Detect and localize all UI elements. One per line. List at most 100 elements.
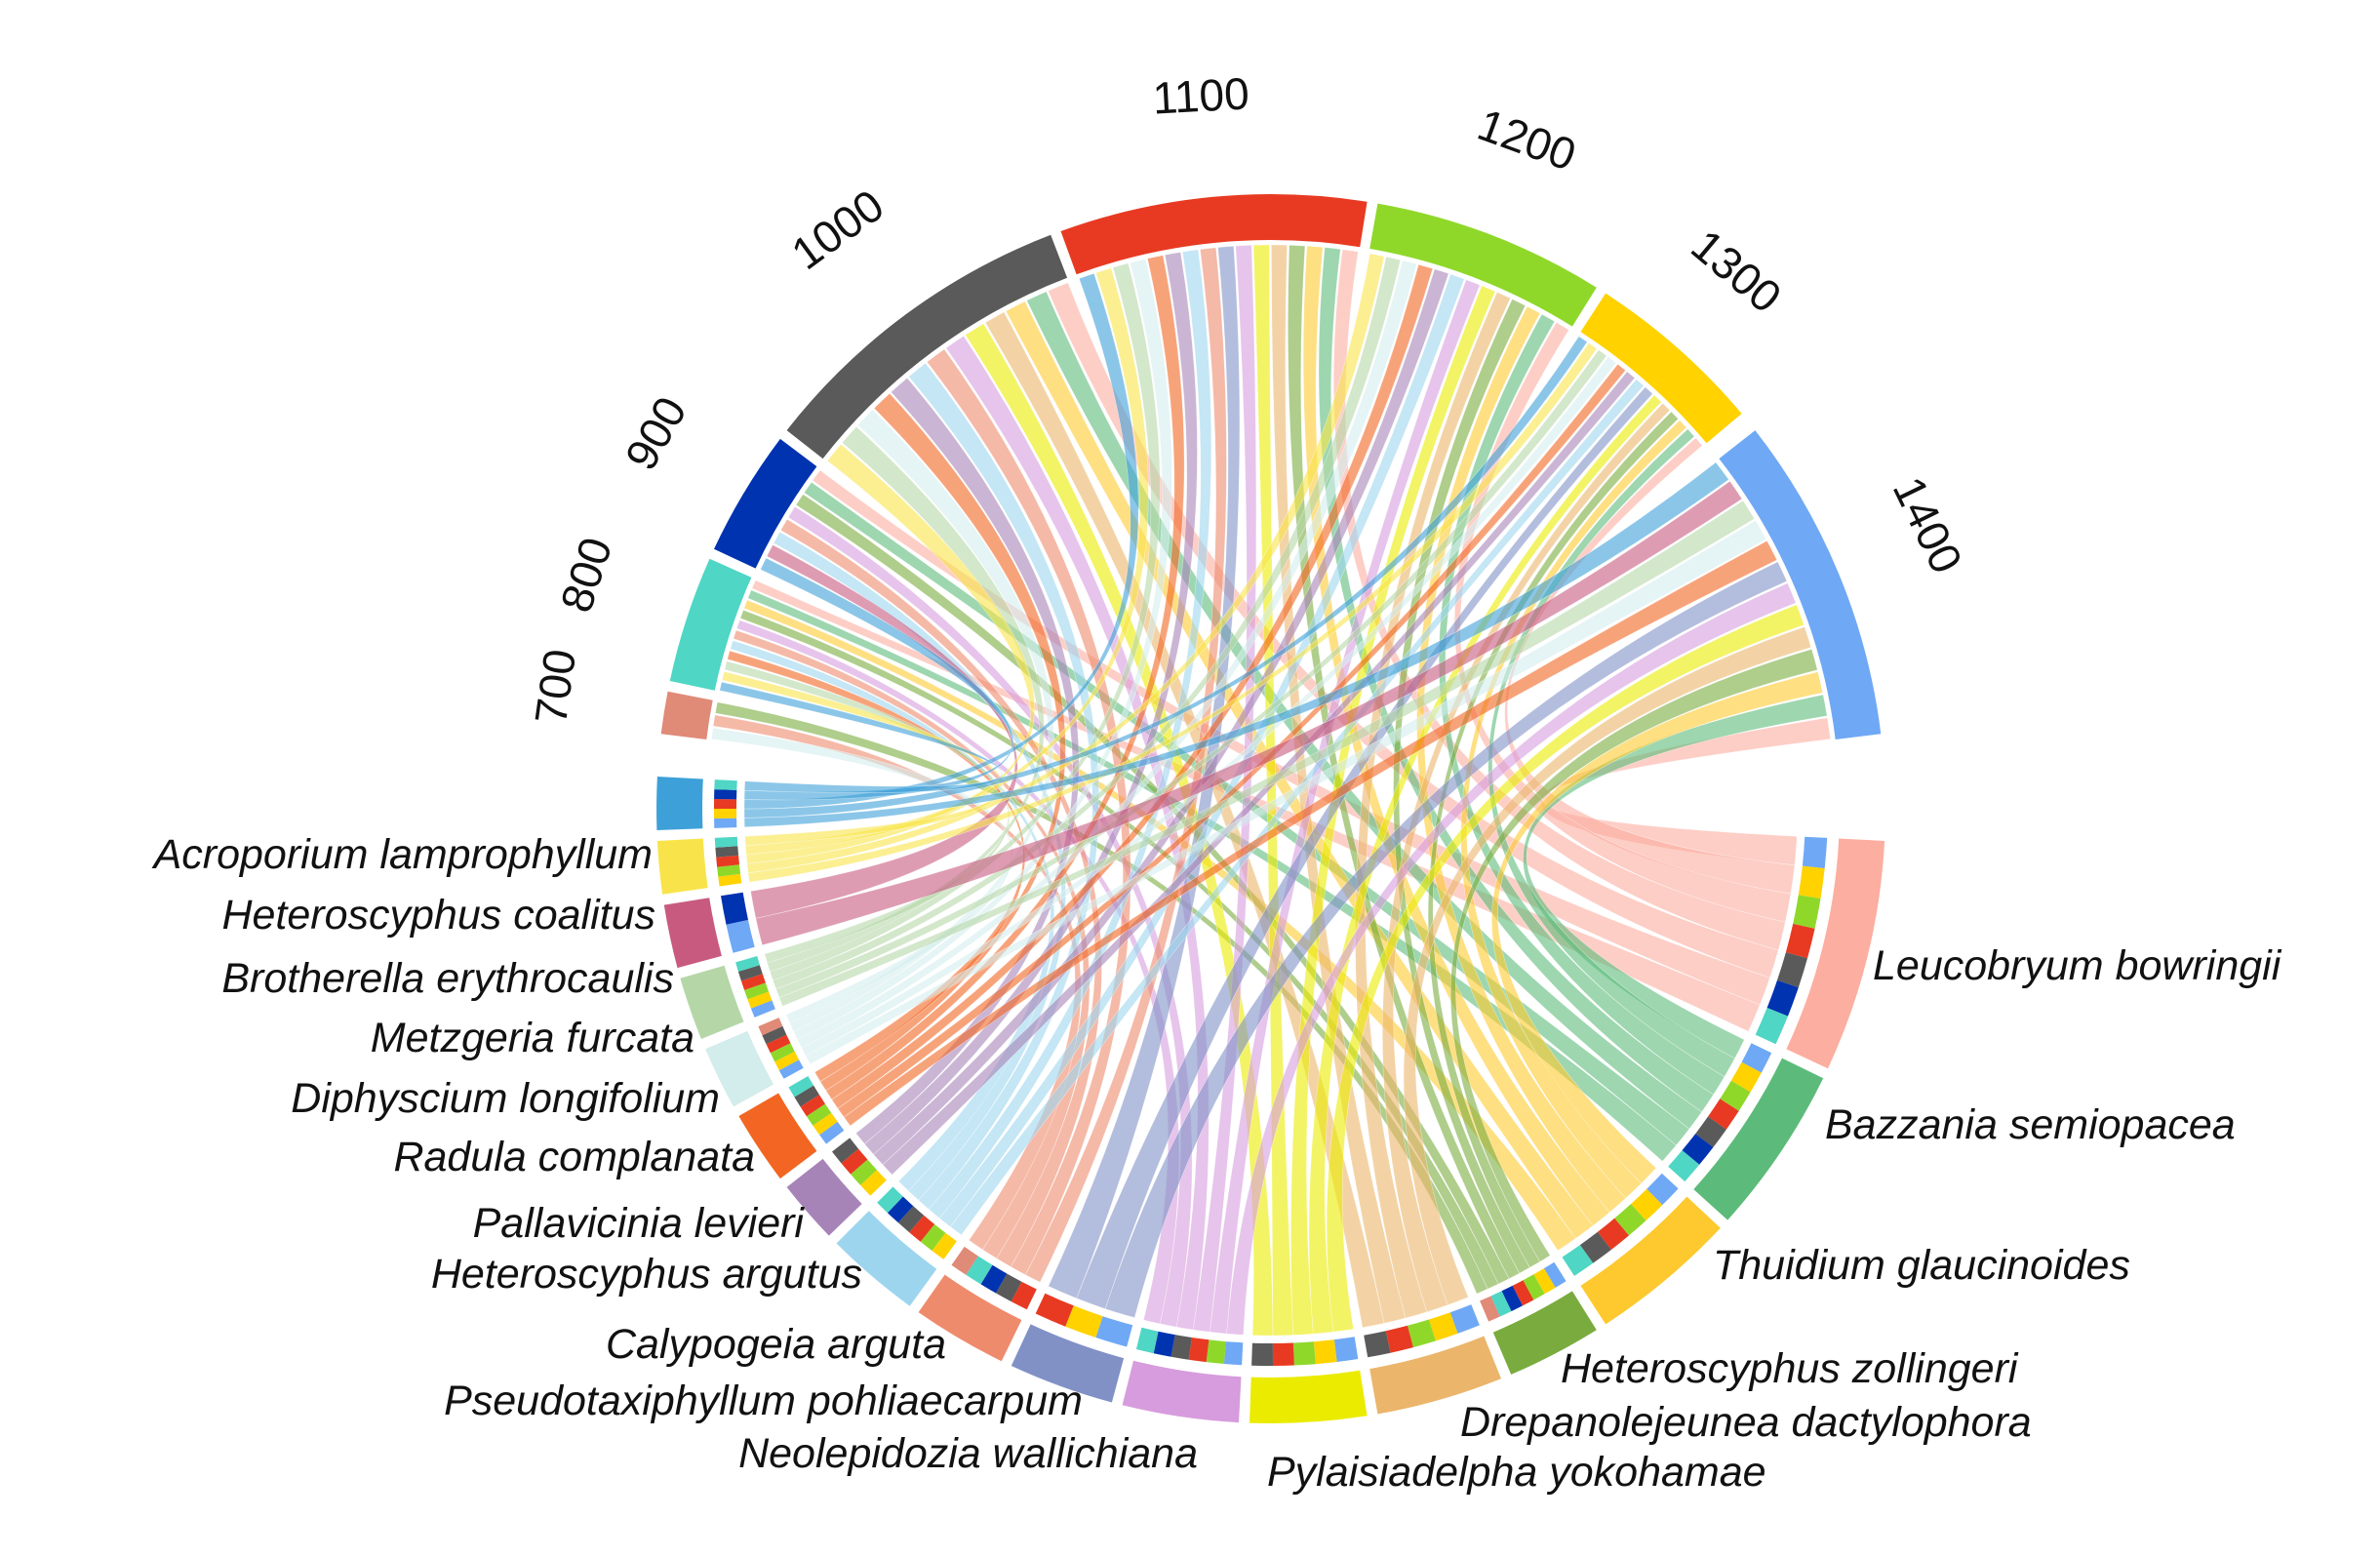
species-label: Heteroscyphus zollingeri	[1561, 1345, 2019, 1392]
species-link-strip	[1543, 1261, 1567, 1288]
species-link-strip	[806, 1103, 832, 1126]
species-link-strip	[1501, 1285, 1523, 1312]
species-link-strip	[1741, 1043, 1772, 1073]
chord-ribbon	[949, 379, 1645, 1236]
species-link-strip	[1523, 1274, 1545, 1300]
species-link-strip	[766, 1034, 791, 1054]
species-sector	[1786, 838, 1885, 1069]
species-link-strip	[737, 965, 763, 981]
chord-ribbon	[778, 499, 1756, 1007]
species-label: Acroporium lamprophyllum	[151, 831, 653, 878]
chord-ribbon	[1048, 245, 1241, 1299]
species-link-strip	[1802, 836, 1828, 869]
chord-ribbon	[1226, 582, 1797, 1336]
species-link-strip	[980, 1264, 1008, 1294]
species-link-strip	[841, 1148, 868, 1175]
elevation-sector-1400	[1719, 430, 1882, 739]
species-label: Pallavicinia levieri	[473, 1200, 806, 1247]
chord-ribbon	[1048, 282, 1779, 979]
species-sector	[663, 898, 722, 969]
species-link-strip	[932, 1232, 957, 1259]
chord-ribbon	[1449, 649, 1818, 1262]
chord-ribbon	[773, 256, 1402, 990]
species-label: Thuidium glaucinoides	[1713, 1242, 2130, 1289]
species-link-strip	[1429, 1312, 1458, 1341]
species-sector	[738, 1093, 817, 1179]
species-label: Metzgeria furcata	[371, 1015, 694, 1061]
species-label: Heteroscyphus argutus	[431, 1251, 862, 1298]
species-link-strip	[813, 1112, 838, 1136]
species-sector	[680, 965, 744, 1039]
chord-ribbon	[801, 356, 1617, 1057]
species-link-strip	[851, 1159, 877, 1185]
chord-ribbon	[743, 461, 1729, 828]
species-label: Brotherella erythrocaulis	[221, 955, 674, 1002]
species-link-strip	[770, 1043, 795, 1062]
chord-ribbon	[1104, 561, 1788, 1318]
species-link-strip	[1065, 1305, 1103, 1338]
species-link-strip	[897, 1206, 925, 1233]
species-link-strip	[1490, 1291, 1512, 1317]
species-link-strip	[1333, 1337, 1359, 1362]
species-sector	[1492, 1291, 1597, 1375]
species-link-strip	[1631, 1188, 1663, 1221]
species-label: Pylaisiadelpha yokohamae	[1267, 1449, 1766, 1496]
tick-label-900: 900	[615, 388, 695, 478]
chord-ribbon	[805, 520, 1767, 1065]
chord-ribbon	[1024, 247, 1227, 1283]
species-link-strip	[1153, 1331, 1175, 1357]
species-link-strip	[774, 1051, 800, 1071]
chord-ribbon	[721, 671, 1004, 847]
species-sector	[656, 838, 708, 895]
chord-ribbon	[727, 650, 1026, 1082]
species-label: Calypogeia arguta	[606, 1321, 946, 1368]
species-link-strip	[714, 809, 737, 819]
elevation-sector-1100	[1060, 194, 1368, 275]
chord-ribbon	[843, 539, 1778, 1127]
species-link-strip	[966, 1256, 993, 1285]
species-sector	[1693, 1058, 1824, 1220]
species-link-strip	[1251, 1342, 1273, 1367]
tick-label-1100: 1100	[1151, 67, 1250, 123]
elevation-sector-800	[669, 558, 752, 691]
chord-ribbon	[926, 348, 1131, 1276]
species-link-strip	[1730, 1061, 1762, 1093]
species-sector	[1369, 1336, 1501, 1415]
species-link-strip	[1766, 979, 1799, 1017]
species-link-strip	[1597, 1218, 1629, 1250]
chord-ribbon	[719, 681, 1003, 793]
species-link-strip	[819, 1121, 845, 1144]
species-link-strip	[1206, 1339, 1226, 1364]
species-link-strip	[1272, 1342, 1294, 1366]
species-label: Diphyscium longifolium	[291, 1075, 720, 1122]
species-link-strip	[758, 1018, 783, 1036]
species-link-strip	[762, 1025, 787, 1045]
species-link-strip	[1385, 1325, 1413, 1353]
species-link-strip	[1668, 1150, 1700, 1182]
chord-ribbon	[1026, 291, 1703, 1130]
species-link-strip	[1562, 1245, 1594, 1276]
species-link-strip	[1135, 1327, 1159, 1354]
chord-ribbon	[755, 480, 1743, 946]
elevation-sector-1000	[786, 234, 1068, 459]
chord-ribbon	[908, 362, 1099, 1211]
species-link-strip	[714, 779, 737, 790]
chord-ribbon	[1403, 626, 1812, 1306]
species-link-strip	[714, 836, 738, 848]
species-link-strip	[1408, 1319, 1436, 1348]
species-labels: Leucobryum bowringii Bazzania semiopacea…	[151, 831, 2282, 1496]
species-link-strip	[744, 982, 769, 1000]
chord-ribbon	[1326, 604, 1805, 1333]
chord-ribbon	[779, 518, 1102, 1267]
species-link-strip	[735, 956, 760, 972]
ribbons	[711, 244, 1831, 1337]
species-link-strip	[1579, 1231, 1611, 1263]
chord-ribbon	[744, 443, 1035, 856]
species-sector	[786, 1158, 862, 1236]
species-link-strip	[1480, 1296, 1500, 1322]
species-link-strip	[794, 1085, 819, 1107]
chord-ribbon	[837, 363, 1626, 1118]
tick-label-1000: 1000	[782, 180, 892, 279]
species-label: Radula complanata	[393, 1134, 755, 1180]
chord-ribbon	[750, 544, 1018, 919]
